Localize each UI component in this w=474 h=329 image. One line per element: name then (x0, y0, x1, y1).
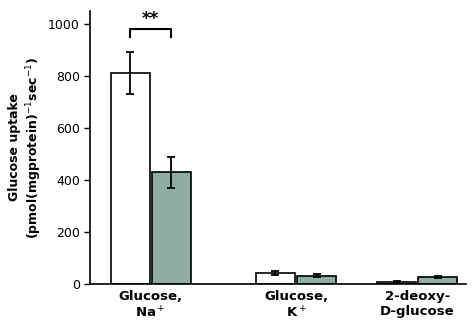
Bar (297, 276, 336, 284)
Text: **: ** (142, 10, 159, 28)
Bar (111, 73, 149, 284)
Y-axis label: Glucose uptake
(pmol(mgprotein)$^{-1}$sec$^{-1}$): Glucose uptake (pmol(mgprotein)$^{-1}$se… (9, 57, 44, 239)
Bar (152, 172, 191, 284)
Bar (256, 273, 295, 284)
Bar (377, 282, 416, 284)
Bar (419, 277, 457, 284)
